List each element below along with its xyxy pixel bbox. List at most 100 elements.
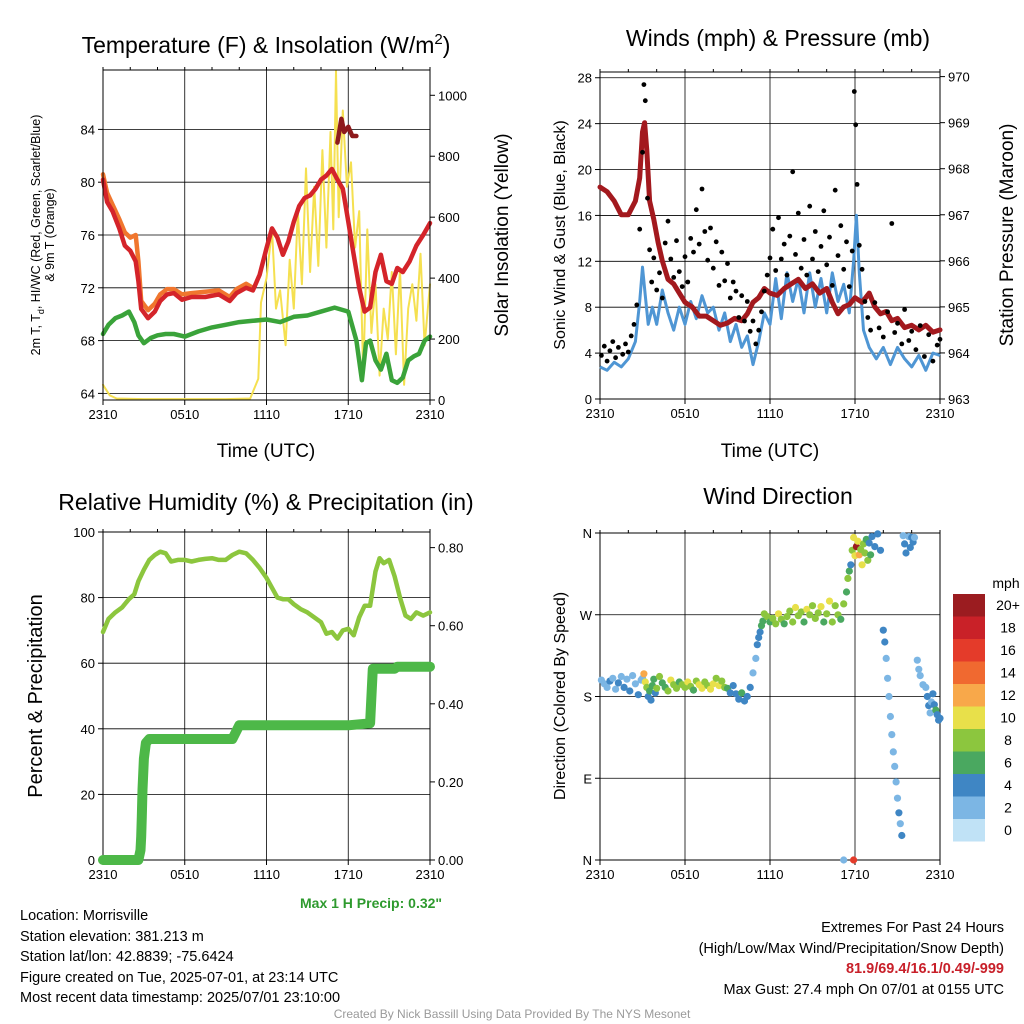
colorbar-label: 4: [1004, 777, 1012, 793]
wind-y-tick-label: 28: [578, 71, 592, 86]
dir-point: [926, 709, 934, 717]
dir-point: [629, 672, 637, 680]
wind-gust-point: [812, 229, 818, 234]
wind-gust-point: [613, 355, 618, 361]
wind-gust-point: [759, 309, 764, 315]
rh-series-line: [100, 549, 433, 641]
dir-point: [884, 674, 892, 682]
dir-point: [772, 620, 780, 628]
wind-gust-point: [844, 239, 849, 245]
wind-gust-point: [776, 215, 781, 221]
dir-point: [882, 654, 890, 663]
dir-point: [791, 603, 800, 612]
created-text: Figure created on Tue, 2025-07-01, at 23…: [20, 969, 339, 986]
wind-y2-tick-label: 966: [948, 254, 970, 269]
wind-gust-point: [773, 268, 779, 273]
dir-point: [789, 618, 797, 626]
dir-point: [879, 626, 887, 634]
colorbar-label: 20+: [996, 597, 1020, 613]
temp-y-tick-label: 84: [81, 122, 95, 137]
dir-point: [803, 605, 811, 613]
wind-gust-point: [604, 358, 610, 364]
wind-gust-point: [710, 265, 716, 271]
wind-y-tick-label: 24: [578, 117, 592, 132]
colorbar-label: 16: [1000, 642, 1016, 658]
wind-gust-point: [679, 284, 685, 289]
wind-gust-point: [730, 279, 736, 285]
wind-gust-point: [688, 236, 694, 241]
temp-x-tick-label: 1710: [334, 407, 363, 422]
wind-gust-point: [637, 226, 643, 232]
wind-gust-point: [702, 229, 708, 234]
colorbar-label: 2: [1004, 800, 1012, 816]
wind-gust-point: [859, 266, 865, 272]
wind-gust-point: [764, 272, 770, 278]
dir-point: [617, 672, 625, 681]
wind-gust-point: [668, 256, 674, 262]
wind-gust-point: [781, 241, 787, 247]
wind-gust-point: [662, 240, 668, 246]
wind-gust-point: [856, 242, 862, 248]
wind-gust-point: [727, 295, 733, 301]
location-text: Location: Morrisville: [20, 908, 149, 924]
dir-point: [876, 546, 885, 554]
wind-gust-point: [625, 349, 631, 355]
wind-gust-point: [767, 255, 773, 261]
dir-point: [631, 680, 640, 688]
temp-y-tick-label: 64: [81, 386, 95, 401]
wind-gust-point: [634, 302, 640, 308]
dir-point: [845, 567, 853, 575]
dir-point: [706, 685, 715, 693]
colorbar-swatch: [953, 751, 985, 774]
dir-point: [689, 686, 698, 694]
dir-x-tick-label: 0510: [671, 867, 700, 882]
dir-point: [868, 533, 876, 541]
dir-point: [811, 614, 819, 623]
precip-series-line: [98, 661, 435, 865]
temp-y2-tick-label: 200: [438, 332, 460, 347]
dir-point: [891, 762, 899, 771]
wind-gust-point: [868, 327, 873, 333]
wind-gust-point: [716, 283, 722, 288]
dir-point: [609, 674, 617, 682]
temp-series-green: [100, 305, 433, 386]
wind-gust-point: [676, 269, 682, 274]
dir-point: [922, 683, 930, 692]
colorbar-swatch: [953, 774, 985, 797]
dir-point: [840, 856, 848, 864]
max-precip-label: Max 1 H Precip: 0.32": [300, 895, 443, 911]
dir-point: [831, 602, 839, 610]
wind-gust-point: [696, 241, 702, 247]
dir-point: [655, 672, 664, 681]
rh-x-tick-label: 1110: [253, 867, 280, 882]
dir-point: [850, 856, 858, 864]
temp-x-tick-label: 2310: [416, 407, 445, 422]
wind-gust-point: [846, 284, 852, 289]
dir-point: [786, 607, 794, 615]
rh-y-tick-label: 100: [73, 525, 95, 540]
dir-point: [634, 691, 642, 699]
wind-y2-tick-label: 970: [948, 70, 970, 85]
dir-point: [930, 701, 938, 709]
temp-y-label-line2: & 9m T (Orange): [43, 188, 57, 281]
colorbar-swatch: [953, 661, 985, 684]
wind-gust-point: [934, 342, 940, 348]
dir-point: [752, 654, 760, 663]
rh-y-tick-label: 80: [81, 591, 95, 606]
wind-gust-point: [829, 283, 835, 288]
colorbar-label: 0: [1004, 822, 1012, 838]
wind-x-label: Time (UTC): [721, 441, 820, 462]
wind-gust-point: [665, 218, 671, 224]
wind-gust-point: [917, 323, 923, 328]
dir-point: [774, 610, 783, 618]
dir-point: [929, 690, 937, 698]
wind-gust-point: [913, 347, 919, 353]
dir-point: [855, 551, 863, 559]
dir-point: [885, 692, 893, 701]
rh-y-label: Percent & Precipitation: [25, 594, 47, 797]
wind-gust-point: [693, 207, 699, 213]
wind-gust-point: [851, 89, 857, 94]
wind-gust-point: [601, 343, 607, 349]
temp-x-tick-label: 2310: [89, 407, 118, 422]
dir-point: [910, 533, 919, 542]
